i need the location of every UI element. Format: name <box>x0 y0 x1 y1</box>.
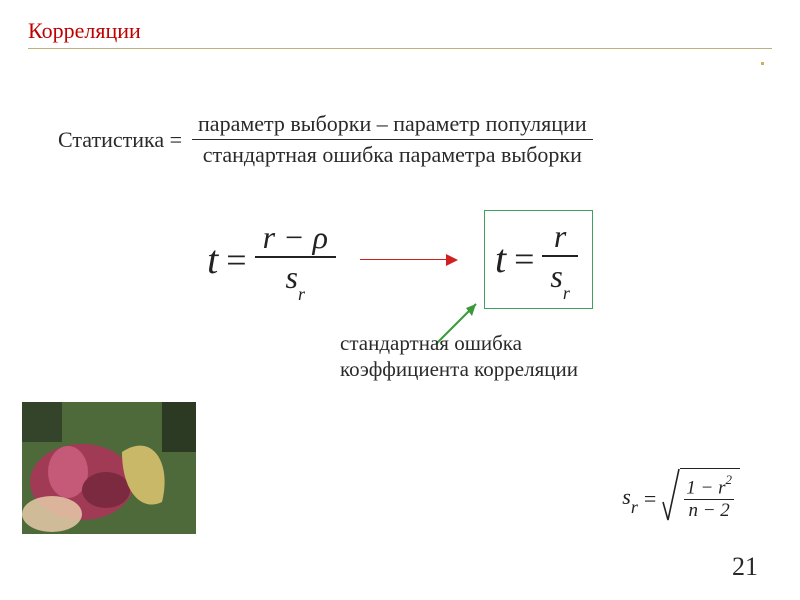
arrow-icon <box>360 250 460 270</box>
statistic-definition: Статистика = параметр выборки – параметр… <box>58 109 772 170</box>
equals-sign: = <box>226 239 246 281</box>
page-number: 21 <box>732 552 758 582</box>
var-t: t <box>495 235 506 282</box>
stat-denominator: стандартная ошибка параметра выборки <box>197 140 588 170</box>
den-1: sr <box>278 258 313 301</box>
equals-sign: = <box>644 486 656 512</box>
sr-num: 1 − r2 <box>684 474 734 499</box>
sqrt-body: 1 − r2 n − 2 <box>680 468 740 530</box>
stat-numerator: параметр выборки – параметр популяции <box>192 109 593 139</box>
equals-sign: = <box>514 238 534 280</box>
slide: Корреляции Статистика = параметр выборки… <box>0 0 800 600</box>
formula-t-full: t = r − ρ sr <box>207 218 336 301</box>
fraction-1: r − ρ sr <box>255 218 336 301</box>
fraction-2: r sr <box>542 217 577 300</box>
num-2: r <box>546 217 574 255</box>
photo-placeholder-icon <box>22 402 196 534</box>
stat-lhs: Статистика = <box>58 127 182 153</box>
sr-lhs: sr <box>622 484 638 514</box>
formula-row: t = r − ρ sr t = r sr <box>0 210 800 309</box>
slide-title: Корреляции <box>28 18 772 49</box>
stat-fraction: параметр выборки – параметр популяции ст… <box>192 109 593 170</box>
field-photo <box>22 402 196 534</box>
annotation-text: стандартная ошибка коэффициента корреляц… <box>340 330 578 383</box>
corner-marker <box>761 62 764 65</box>
den-2: sr <box>542 257 577 300</box>
formula-t-simplified-box: t = r sr <box>484 210 593 309</box>
sqrt: 1 − r2 n − 2 <box>662 468 740 530</box>
sr-fraction: 1 − r2 n − 2 <box>684 474 734 523</box>
num-1: r − ρ <box>255 218 336 256</box>
var-t: t <box>207 236 218 283</box>
formula-t-simplified: t = r sr <box>495 217 578 300</box>
sr-formula: sr = 1 − r2 n − 2 <box>622 468 740 530</box>
sqrt-sign-icon <box>662 468 680 530</box>
sr-den: n − 2 <box>686 500 731 522</box>
